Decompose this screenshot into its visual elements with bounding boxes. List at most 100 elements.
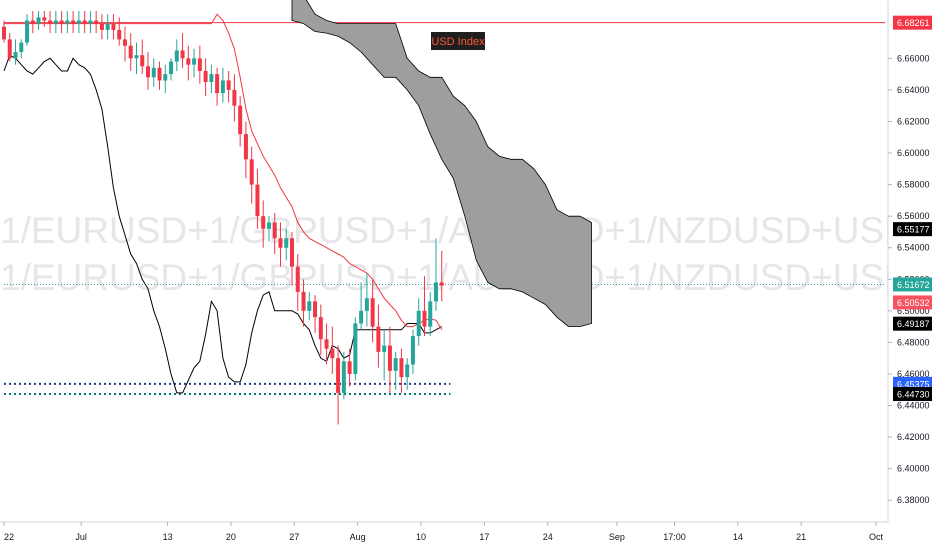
candle-body bbox=[272, 222, 277, 239]
price-label-bg bbox=[893, 15, 932, 30]
candle-body bbox=[13, 52, 18, 59]
candle-body bbox=[174, 50, 179, 62]
price-label: 6.51672 bbox=[897, 280, 930, 290]
time-tick-label: Oct bbox=[869, 532, 884, 542]
horizontal-lines-layer bbox=[4, 22, 886, 396]
price-label-bg bbox=[893, 316, 932, 331]
candle-body bbox=[353, 323, 358, 374]
candle-body bbox=[399, 358, 404, 378]
candle-body bbox=[76, 20, 81, 24]
candle-body bbox=[203, 70, 208, 83]
candle-body bbox=[215, 74, 220, 94]
price-tick-label: 6.48000 bbox=[897, 337, 930, 347]
candle-body bbox=[30, 20, 35, 24]
candle-body bbox=[439, 282, 444, 286]
candle-body bbox=[261, 216, 266, 229]
price-label: 6.68261 bbox=[897, 18, 930, 28]
candle-body bbox=[99, 23, 104, 30]
candle-body bbox=[238, 105, 243, 135]
candle-body bbox=[382, 345, 387, 352]
candle-body bbox=[186, 58, 191, 65]
candle-body bbox=[307, 301, 312, 311]
candle-body bbox=[243, 134, 248, 160]
candle-body bbox=[71, 20, 76, 24]
time-tick-label: Jul bbox=[75, 532, 87, 542]
candle-body bbox=[134, 55, 139, 59]
candle-body bbox=[324, 339, 329, 349]
time-axis-bg bbox=[0, 522, 888, 550]
candle-body bbox=[318, 317, 323, 340]
price-tick-label: 6.60000 bbox=[897, 148, 930, 158]
usd-index-label: USD Index bbox=[431, 36, 485, 48]
candle-body bbox=[226, 80, 231, 90]
candle-body bbox=[220, 80, 225, 94]
price-tick-label: 6.42000 bbox=[897, 432, 930, 442]
candle-body bbox=[284, 238, 289, 248]
candle-body bbox=[336, 358, 341, 393]
candle-body bbox=[278, 238, 283, 248]
series-line-kijun bbox=[3, 54, 443, 394]
annotation-layer: USD Index bbox=[431, 32, 485, 50]
time-tick-label: 10 bbox=[416, 532, 426, 542]
candle-body bbox=[192, 58, 197, 65]
time-tick-label: 24 bbox=[543, 532, 553, 542]
price-label: 6.55177 bbox=[897, 225, 930, 235]
price-label-bg bbox=[893, 222, 932, 237]
price-label: 6.49187 bbox=[897, 319, 930, 329]
candle-body bbox=[290, 238, 294, 267]
candle-body bbox=[111, 23, 116, 30]
candle-body bbox=[2, 26, 6, 40]
time-axis: 22 Jul 13 20 27 Aug 10 17 24 Sep 17:00 14 21 Oct bbox=[0, 521, 888, 550]
candle-body bbox=[88, 20, 93, 24]
candle-body bbox=[180, 50, 185, 59]
candle-body bbox=[434, 282, 438, 302]
candle-body bbox=[249, 159, 254, 185]
candle-body bbox=[341, 361, 346, 393]
candle-body bbox=[376, 326, 381, 352]
price-label-bg bbox=[893, 277, 932, 292]
time-tick-label: 17 bbox=[479, 532, 489, 542]
price-label: 6.44730 bbox=[897, 390, 930, 400]
candle-body bbox=[330, 348, 335, 359]
price-tick-label: 6.58000 bbox=[897, 180, 930, 190]
candles-layer bbox=[2, 11, 444, 425]
candle-body bbox=[65, 20, 70, 24]
candle-body bbox=[428, 301, 433, 327]
candle-body bbox=[151, 67, 156, 78]
candle-body bbox=[59, 20, 64, 24]
candle-body bbox=[163, 74, 168, 81]
candle-body bbox=[140, 55, 145, 67]
price-axis-bg bbox=[888, 0, 932, 550]
ichimoku-cloud-layer bbox=[291, 0, 592, 327]
time-tick-label: 21 bbox=[796, 532, 806, 542]
price-tick-label: 6.50000 bbox=[897, 306, 930, 316]
time-tick-label: 17:00 bbox=[663, 532, 686, 542]
candle-body bbox=[364, 298, 369, 311]
price-label: 6.50532 bbox=[897, 298, 930, 308]
candle-body bbox=[19, 42, 24, 53]
time-tick-label: 14 bbox=[733, 532, 743, 542]
candle-body bbox=[416, 310, 421, 337]
candle-body bbox=[255, 184, 260, 217]
price-label-bg bbox=[893, 295, 932, 310]
price-tick-label: 6.62000 bbox=[897, 116, 930, 126]
candle-body bbox=[36, 17, 41, 24]
candle-body bbox=[232, 89, 237, 106]
time-tick-label: Aug bbox=[350, 532, 366, 542]
candle-body bbox=[82, 20, 87, 24]
ichimoku-cloud bbox=[291, 0, 592, 327]
price-tick-label: 6.46000 bbox=[897, 369, 930, 379]
candle-body bbox=[146, 66, 150, 78]
candle-body bbox=[25, 20, 30, 43]
price-tick-label: 6.54000 bbox=[897, 243, 930, 253]
candle-body bbox=[209, 74, 214, 83]
candle-body bbox=[117, 29, 122, 40]
time-tick-label: 13 bbox=[163, 532, 173, 542]
price-tick-label: 6.66000 bbox=[897, 53, 930, 63]
candle-body bbox=[42, 17, 47, 21]
candle-body bbox=[301, 291, 306, 311]
candle-body bbox=[393, 358, 398, 371]
candle-body bbox=[410, 336, 415, 365]
